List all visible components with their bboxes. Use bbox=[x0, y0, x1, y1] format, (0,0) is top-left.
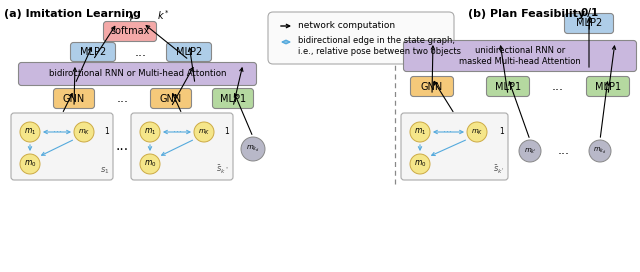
FancyBboxPatch shape bbox=[11, 113, 113, 180]
FancyBboxPatch shape bbox=[131, 113, 233, 180]
Text: MLP1: MLP1 bbox=[495, 82, 521, 91]
Text: (a) Imitation Learning: (a) Imitation Learning bbox=[4, 9, 141, 19]
Text: $m_{k'}$: $m_{k'}$ bbox=[524, 146, 536, 156]
Circle shape bbox=[519, 140, 541, 162]
Text: ...: ... bbox=[444, 124, 452, 134]
Circle shape bbox=[410, 154, 430, 174]
Text: MLP1: MLP1 bbox=[595, 82, 621, 91]
Circle shape bbox=[467, 122, 487, 142]
Text: MLP2: MLP2 bbox=[576, 18, 602, 29]
Text: bidiroctional RNN or Multi-head Attontion: bidiroctional RNN or Multi-head Attontio… bbox=[49, 70, 227, 79]
Circle shape bbox=[20, 122, 40, 142]
Text: $\bar{s}_{k^*}$: $\bar{s}_{k^*}$ bbox=[216, 164, 229, 176]
Circle shape bbox=[410, 122, 430, 142]
Text: $m_0$: $m_0$ bbox=[144, 159, 156, 169]
FancyBboxPatch shape bbox=[410, 76, 454, 97]
Text: $m_K$: $m_K$ bbox=[471, 127, 483, 137]
Text: GNN: GNN bbox=[421, 82, 443, 91]
Text: $m_{k_d^{}}$: $m_{k_d^{}}$ bbox=[593, 146, 607, 156]
FancyBboxPatch shape bbox=[486, 76, 529, 97]
Circle shape bbox=[20, 154, 40, 174]
Text: GNN: GNN bbox=[160, 94, 182, 104]
Text: 1: 1 bbox=[499, 128, 504, 137]
FancyBboxPatch shape bbox=[564, 14, 614, 33]
Text: $m_1$: $m_1$ bbox=[414, 127, 426, 137]
Text: (b) Plan Feasibility: (b) Plan Feasibility bbox=[468, 9, 585, 19]
Text: $m_1$: $m_1$ bbox=[24, 127, 36, 137]
FancyBboxPatch shape bbox=[150, 88, 191, 109]
Text: softmax: softmax bbox=[110, 26, 150, 36]
Text: $m_K$: $m_K$ bbox=[198, 127, 210, 137]
Text: $m_{k_d}$: $m_{k_d}$ bbox=[246, 144, 260, 154]
FancyBboxPatch shape bbox=[70, 42, 115, 61]
Text: 1: 1 bbox=[224, 128, 229, 137]
Text: MLP2: MLP2 bbox=[176, 47, 202, 57]
Text: GNN: GNN bbox=[63, 94, 85, 104]
FancyBboxPatch shape bbox=[19, 63, 257, 85]
FancyBboxPatch shape bbox=[104, 21, 157, 42]
FancyBboxPatch shape bbox=[166, 42, 211, 61]
Text: bidirectional edge in the state graph,
i.e., relative pose between two objects: bidirectional edge in the state graph, i… bbox=[298, 36, 461, 56]
Text: ...: ... bbox=[52, 124, 61, 134]
Text: $m_0$: $m_0$ bbox=[413, 159, 426, 169]
Text: $m_K$: $m_K$ bbox=[78, 127, 90, 137]
Text: ...: ... bbox=[173, 124, 182, 134]
Circle shape bbox=[140, 154, 160, 174]
Text: $m_0$: $m_0$ bbox=[24, 159, 36, 169]
Text: $k^*$: $k^*$ bbox=[157, 8, 170, 22]
FancyBboxPatch shape bbox=[54, 88, 95, 109]
FancyBboxPatch shape bbox=[212, 88, 253, 109]
Text: unidirectional RNN or
masked Multi-head Attention: unidirectional RNN or masked Multi-head … bbox=[459, 46, 581, 66]
Text: 0/1: 0/1 bbox=[581, 8, 599, 18]
FancyBboxPatch shape bbox=[401, 113, 508, 180]
Circle shape bbox=[74, 122, 94, 142]
Circle shape bbox=[194, 122, 214, 142]
Circle shape bbox=[241, 137, 265, 161]
FancyBboxPatch shape bbox=[268, 12, 454, 64]
Text: 1: 1 bbox=[104, 128, 109, 137]
Text: ...: ... bbox=[116, 92, 129, 105]
Text: ...: ... bbox=[115, 140, 129, 153]
Circle shape bbox=[140, 122, 160, 142]
FancyBboxPatch shape bbox=[586, 76, 630, 97]
Text: $s_1$: $s_1$ bbox=[99, 165, 109, 176]
Text: $m_1$: $m_1$ bbox=[144, 127, 156, 137]
Text: ...: ... bbox=[552, 80, 564, 93]
Text: ...: ... bbox=[558, 144, 570, 157]
Text: ...: ... bbox=[135, 45, 147, 58]
Circle shape bbox=[589, 140, 611, 162]
Text: network computation: network computation bbox=[298, 21, 395, 30]
Text: $\bar{s}_{k'}$: $\bar{s}_{k'}$ bbox=[493, 164, 504, 176]
Text: MLP1: MLP1 bbox=[220, 94, 246, 104]
FancyBboxPatch shape bbox=[403, 41, 637, 72]
Text: MLP2: MLP2 bbox=[80, 47, 106, 57]
